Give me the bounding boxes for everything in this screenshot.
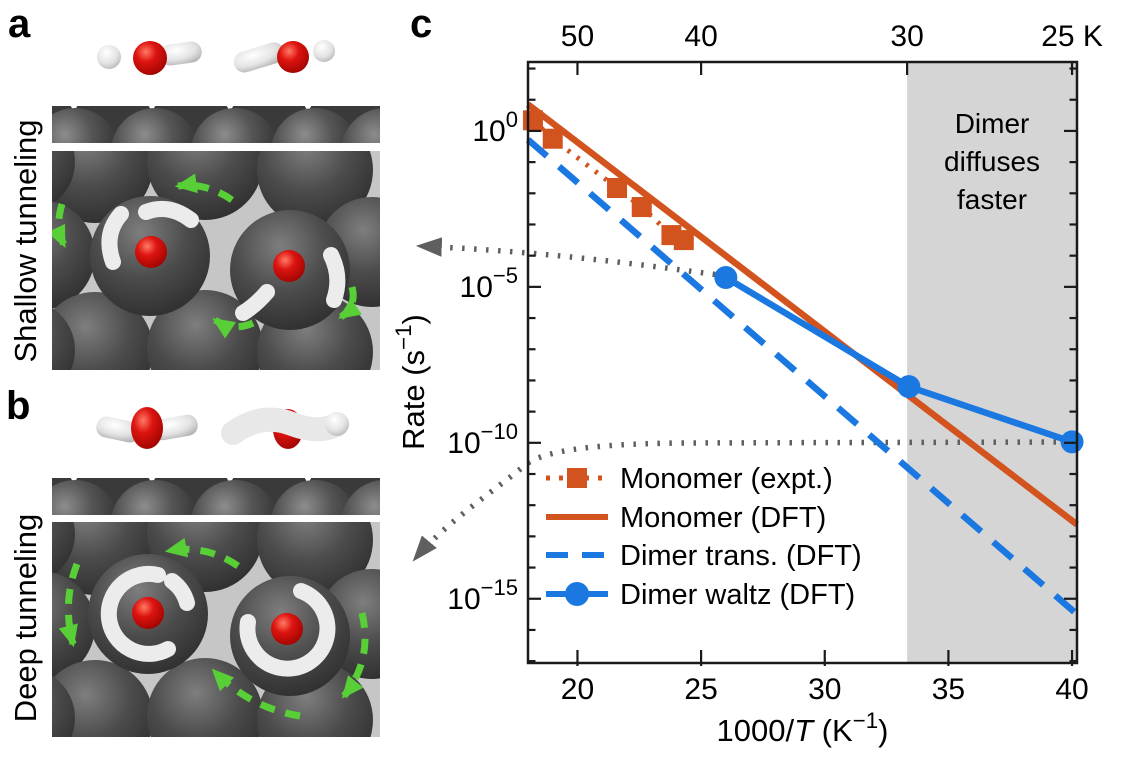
green-rotation-arrows — [58, 537, 369, 720]
top-tick-label: 40 — [684, 20, 717, 53]
green-rotation-arrows — [52, 173, 363, 339]
panel-b-surface-side-view — [52, 478, 380, 515]
hydrogen-tunneling-rings — [100, 565, 336, 677]
data-point-square — [607, 178, 628, 199]
y-tick-label: 10−10 — [447, 419, 518, 460]
x-tick-label: 25 — [684, 673, 717, 706]
hydrogen-tunneling-arcs — [101, 200, 346, 321]
oxygen-atom — [132, 597, 164, 629]
top-tick-label: 25 K — [1041, 20, 1103, 53]
region-label-line: diffuses — [944, 146, 1040, 177]
y-tick-label: 100 — [472, 107, 518, 148]
y-tick-label: 10−15 — [447, 575, 518, 616]
axis-ticks — [528, 62, 1077, 666]
panel-a-letter: a — [8, 2, 31, 46]
hydrogen-atom — [325, 412, 349, 436]
data-point-square — [631, 197, 652, 218]
x-tick-label: 20 — [561, 673, 594, 706]
hydrogen-atom — [160, 41, 202, 66]
hydrogen-atom — [152, 414, 198, 441]
x-axis-label: 1000/T (K−1) — [717, 708, 889, 748]
panel-b-side-view-molecules — [96, 407, 349, 449]
y-axis-label: Rate (s−1) — [391, 314, 431, 450]
legend-item: Dimer waltz (DFT) — [546, 579, 855, 611]
x-tick-label: 40 — [1055, 673, 1088, 706]
legend-item: Monomer (DFT) — [546, 502, 826, 534]
oxygen-atom — [271, 613, 303, 645]
hydrogen-atom — [96, 416, 140, 443]
legend-label: Monomer (DFT) — [620, 502, 826, 534]
hydrogen-atom — [313, 40, 335, 62]
legend-item: Dimer trans. (DFT) — [546, 540, 862, 572]
panel-b-surface-top-view — [52, 522, 380, 737]
dimer-diffuses-faster-region — [907, 62, 1077, 663]
oxygen-atom — [135, 236, 167, 268]
legend-item: Monomer (expt.) — [546, 463, 833, 495]
x-tick-label: 30 — [808, 673, 841, 706]
data-point-square — [542, 128, 563, 149]
delocalized-hydrogen-tube — [221, 407, 348, 445]
plot-frame — [526, 60, 1079, 665]
arrow-to-panel-a — [415, 237, 728, 279]
oxygen-atom — [273, 250, 305, 282]
panel-b-side-label: Deep tunneling — [8, 513, 43, 723]
hydrogen-atom — [97, 45, 121, 69]
panel-c-letter: c — [410, 2, 433, 46]
y-tick-label: 10−5 — [460, 263, 518, 304]
oxygen-atom — [133, 41, 167, 75]
panel-a-side-view-molecules — [97, 40, 335, 75]
data-point-circle — [897, 375, 921, 399]
data-point-square — [673, 230, 694, 251]
data-point-circle — [714, 266, 738, 290]
oxygen-atom — [131, 407, 163, 449]
region-label-line: Dimer — [955, 108, 1030, 139]
legend-label: Monomer (expt.) — [620, 463, 833, 495]
top-tick-label: 30 — [890, 20, 923, 53]
legend-label: Dimer trans. (DFT) — [620, 540, 862, 572]
oxygen-atom — [277, 41, 309, 73]
panel-a-surface-top-view — [52, 151, 380, 370]
hydrogen-atom — [233, 42, 285, 73]
panel-a-side-label: Shallow tunneling — [8, 119, 43, 363]
x-tick-label: 35 — [932, 673, 965, 706]
series-line-monomer-dft- — [526, 101, 1079, 528]
legend-label: Dimer waltz (DFT) — [620, 579, 855, 611]
region-label-line: faster — [957, 184, 1027, 215]
top-tick-label: 50 — [561, 20, 594, 53]
panel-a-surface-side-view — [52, 106, 380, 143]
panel-b-letter: b — [6, 384, 31, 428]
